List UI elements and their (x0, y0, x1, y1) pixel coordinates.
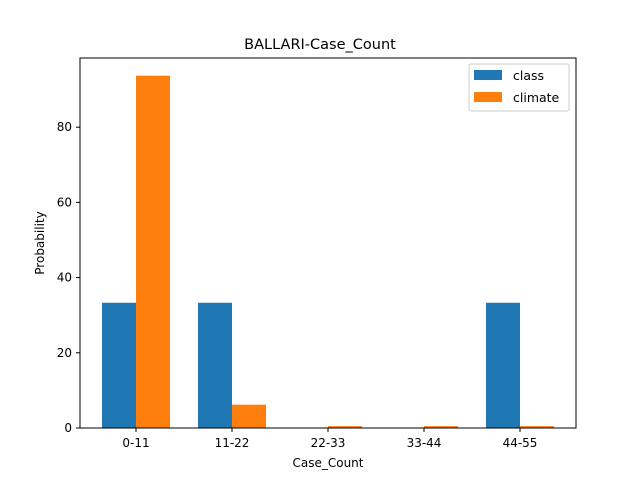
bar-class-0-11 (102, 302, 136, 428)
bars-layer (102, 75, 554, 429)
legend-label-climate: climate (513, 90, 560, 105)
y-tick-label: 20 (57, 346, 72, 360)
ticks-layer: 0-11 11-22 22-33 33-44 44-55 0 20 40 60 80 (57, 120, 538, 450)
y-tick-label: 0 (64, 421, 72, 435)
bar-climate-22-33 (328, 426, 362, 428)
y-tick-label: 60 (57, 195, 72, 209)
legend-swatch-climate (474, 92, 502, 102)
y-tick-label: 40 (57, 271, 72, 285)
legend: class climate (468, 63, 570, 112)
bar-climate-44-55 (520, 426, 554, 428)
x-tick-label: 0-11 (122, 436, 149, 450)
legend-label-class: class (513, 68, 544, 83)
x-tick-label: 22-33 (311, 436, 346, 450)
bar-class-11-22 (198, 302, 232, 428)
x-tick-label: 33-44 (407, 436, 442, 450)
bar-climate-0-11 (136, 75, 170, 429)
y-tick-label: 80 (57, 120, 72, 134)
legend-swatch-class (474, 70, 502, 80)
x-axis-label: Case_Count (292, 456, 363, 470)
bar-climate-11-22 (232, 404, 266, 428)
x-tick-label: 44-55 (503, 436, 538, 450)
y-axis-label: Probability (33, 211, 47, 274)
x-tick-label: 11-22 (215, 436, 250, 450)
plot-frame (79, 57, 577, 429)
chart-title: BALLARI-Case_Count (244, 37, 396, 53)
bar-climate-33-44 (424, 426, 458, 428)
bar-class-44-55 (486, 302, 520, 428)
